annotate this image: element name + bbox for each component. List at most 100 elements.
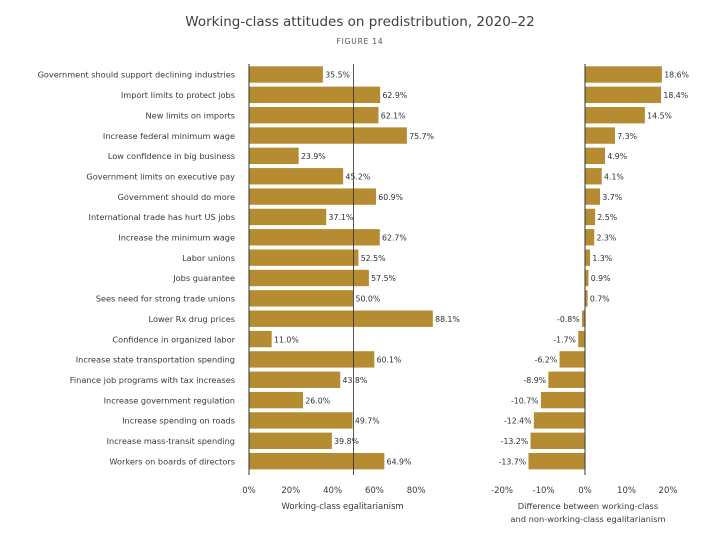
right-value-label: 1.3%: [592, 254, 612, 263]
left-value-label: 37.1%: [329, 213, 354, 222]
left-bar: [248, 228, 381, 247]
right-value-label: -6.2%: [535, 356, 558, 365]
left-value-label: 57.5%: [371, 274, 396, 283]
left-value-label: 11.0%: [274, 335, 299, 344]
left-value-label: 88.1%: [435, 315, 460, 324]
left-bar: [248, 147, 300, 165]
category-label: Low confidence in big business: [108, 151, 235, 161]
right-tick-label: 0%: [578, 486, 592, 496]
right-value-label: 14.5%: [647, 111, 672, 120]
right-value-label: 18.4%: [663, 91, 688, 100]
category-label: Workers on boards of directors: [109, 456, 235, 466]
right-bar: [533, 411, 586, 430]
left-bar: [248, 248, 360, 267]
left-value-label: 64.9%: [387, 457, 412, 466]
left-tick-label: 0%: [242, 486, 256, 496]
left-value-label: 26.0%: [305, 396, 330, 405]
left-value-label: 23.9%: [301, 152, 326, 161]
right-value-label: -1.7%: [553, 335, 576, 344]
left-bar: [248, 289, 354, 308]
left-bar: [248, 350, 375, 369]
right-value-label: -12.4%: [504, 417, 532, 426]
right-value-label: 0.7%: [590, 295, 610, 304]
right-tick-label: -20%: [491, 486, 513, 496]
left-tick-label: 40%: [323, 486, 342, 496]
left-value-label: 75.7%: [409, 132, 434, 141]
category-label: Finance job programs with tax increases: [70, 375, 235, 385]
left-bar: [248, 269, 370, 287]
right-bar: [540, 391, 586, 409]
category-label: Import limits to protect jobs: [121, 90, 235, 100]
right-bar: [584, 147, 606, 165]
left-value-label: 45.2%: [345, 172, 370, 181]
left-bar: [248, 106, 380, 124]
category-label: International trade has hurt US jobs: [89, 212, 235, 222]
left-bar: [248, 187, 377, 206]
right-value-label: 18.6%: [664, 71, 689, 80]
right-bar: [584, 65, 663, 84]
right-bar: [577, 330, 586, 348]
right-tick-label: -10%: [533, 486, 555, 496]
right-bar: [558, 350, 586, 369]
right-value-label: 7.3%: [617, 132, 637, 141]
right-value-label: 4.9%: [607, 152, 627, 161]
left-tick-label: 20%: [281, 486, 300, 496]
right-bar: [584, 248, 591, 267]
left-bar: [248, 452, 385, 470]
category-label: Labor unions: [182, 253, 235, 263]
left-tick-label: 60%: [365, 486, 384, 496]
right-value-label: 0.9%: [591, 274, 611, 283]
figure-label: FIGURE 14: [336, 37, 384, 46]
category-label: Government limits on executive pay: [86, 171, 235, 181]
right-value-label: 3.7%: [602, 193, 622, 202]
chart-title: Working-class attitudes on predistributi…: [185, 14, 535, 30]
right-bar: [584, 167, 603, 186]
left-bar: [248, 126, 408, 145]
right-value-label: -10.7%: [511, 396, 539, 405]
left-bar: [248, 431, 333, 450]
category-label: Increase federal minimum wage: [103, 131, 235, 141]
category-label: Increase the minimum wage: [118, 233, 235, 243]
right-bar: [584, 126, 616, 145]
right-value-label: -13.2%: [501, 437, 529, 446]
right-value-label: -0.8%: [557, 315, 580, 324]
category-label: Government should support declining indu…: [38, 70, 235, 80]
left-bar: [248, 330, 273, 348]
right-value-label: 2.3%: [597, 234, 617, 243]
left-bar: [248, 391, 304, 409]
left-tick-label: 80%: [407, 486, 426, 496]
category-label: Lower Rx drug prices: [149, 314, 235, 324]
left-value-label: 50.0%: [356, 295, 381, 304]
left-bar: [248, 411, 354, 430]
left-bar: [248, 309, 434, 328]
left-value-label: 52.5%: [361, 254, 386, 263]
left-bar: [248, 208, 327, 226]
left-bar: [248, 86, 381, 104]
right-bar: [584, 187, 601, 206]
category-label: Increase government regulation: [104, 395, 235, 405]
category-label: Jobs guarantee: [172, 273, 235, 283]
right-tick-label: 10%: [617, 486, 636, 496]
left-value-label: 60.9%: [378, 193, 403, 202]
right-bar: [547, 370, 586, 389]
left-value-label: 49.7%: [355, 417, 380, 426]
left-value-label: 60.1%: [377, 356, 402, 365]
right-bar: [584, 106, 646, 124]
left-value-label: 62.1%: [381, 111, 406, 120]
category-label: Increase mass-transit spending: [107, 436, 235, 446]
left-value-label: 62.9%: [382, 91, 407, 100]
right-bar: [584, 269, 590, 287]
category-label: Government should do more: [118, 192, 235, 202]
right-bar: [584, 208, 596, 226]
left-value-label: 62.7%: [382, 234, 407, 243]
right-value-label: -8.9%: [523, 376, 546, 385]
right-value-label: -13.7%: [499, 457, 527, 466]
left-value-label: 43.8%: [343, 376, 368, 385]
category-label: Confidence in organized labor: [112, 334, 235, 344]
category-label: Increase spending on roads: [122, 416, 235, 426]
category-label: Increase state transportation spending: [76, 355, 235, 365]
left-bar: [248, 65, 324, 84]
right-bar: [527, 452, 586, 470]
left-x-axis-title: Working-class egalitarianism: [282, 502, 404, 512]
